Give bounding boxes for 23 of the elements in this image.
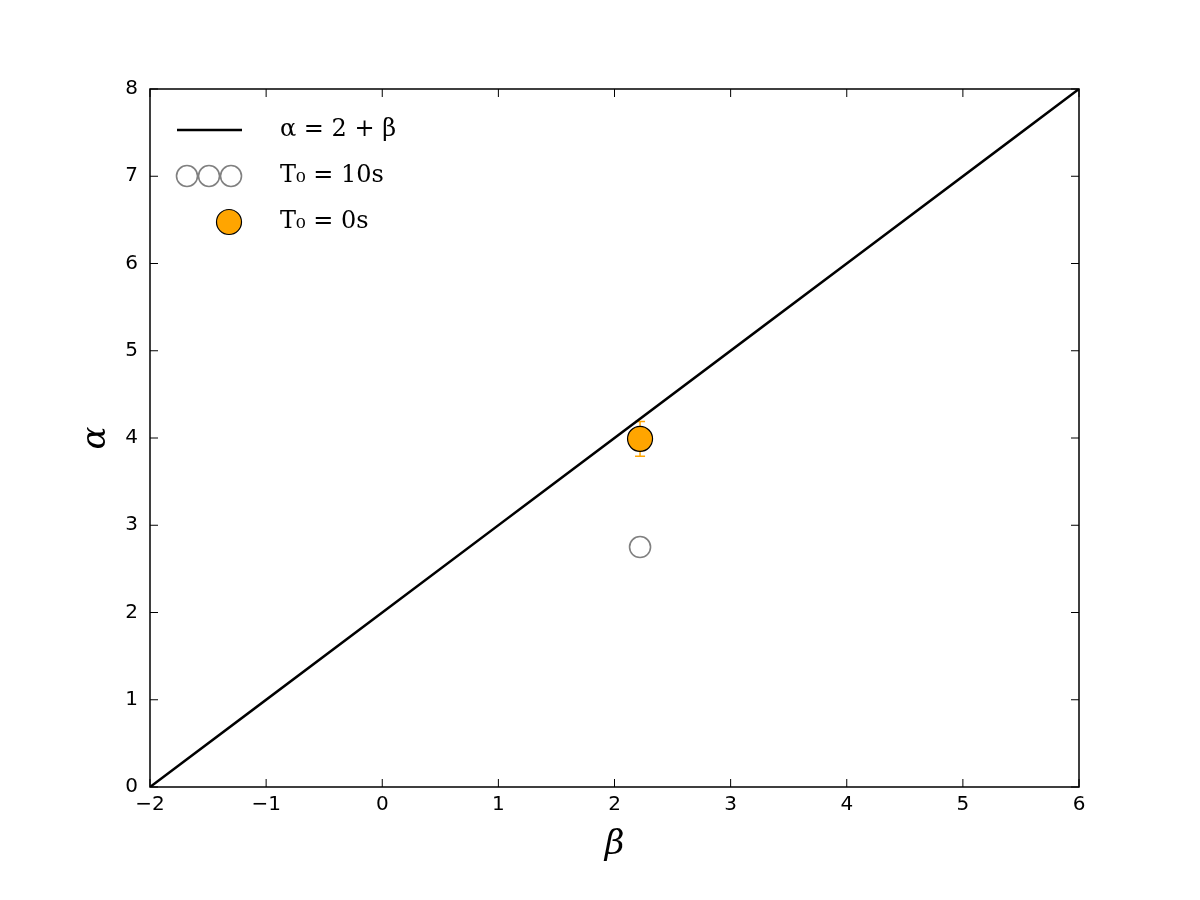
legend-label: T₀ = 10s	[280, 160, 384, 189]
y-tick-label: 3	[125, 511, 138, 536]
y-tick-label: 2	[125, 598, 138, 623]
x-tick-label: −2	[135, 791, 165, 816]
x-tick-label: 2	[608, 791, 621, 816]
y-tick-label: 5	[125, 336, 138, 361]
y-tick-label: 7	[125, 162, 138, 187]
legend-label: α = 2 + β	[280, 114, 397, 143]
x-tick-label: 6	[1072, 791, 1086, 816]
y-tick-label: 4	[125, 424, 138, 449]
y-tick-label: 0	[125, 773, 138, 798]
x-tick-label: 4	[840, 791, 854, 816]
y-tick-label: 6	[125, 249, 138, 274]
x-tick-label: 3	[724, 791, 737, 816]
legend-label: T₀ = 0s	[280, 206, 369, 235]
x-axis-title: β	[602, 822, 625, 863]
x-tick-label: 1	[492, 791, 505, 816]
x-tick-label: 5	[956, 791, 970, 816]
x-tick-label: −1	[251, 791, 281, 816]
y-axis-title: α	[73, 426, 114, 450]
y-tick-label: 8	[125, 75, 138, 100]
x-tick-label: 0	[375, 791, 389, 816]
y-tick-label: 1	[125, 685, 138, 710]
